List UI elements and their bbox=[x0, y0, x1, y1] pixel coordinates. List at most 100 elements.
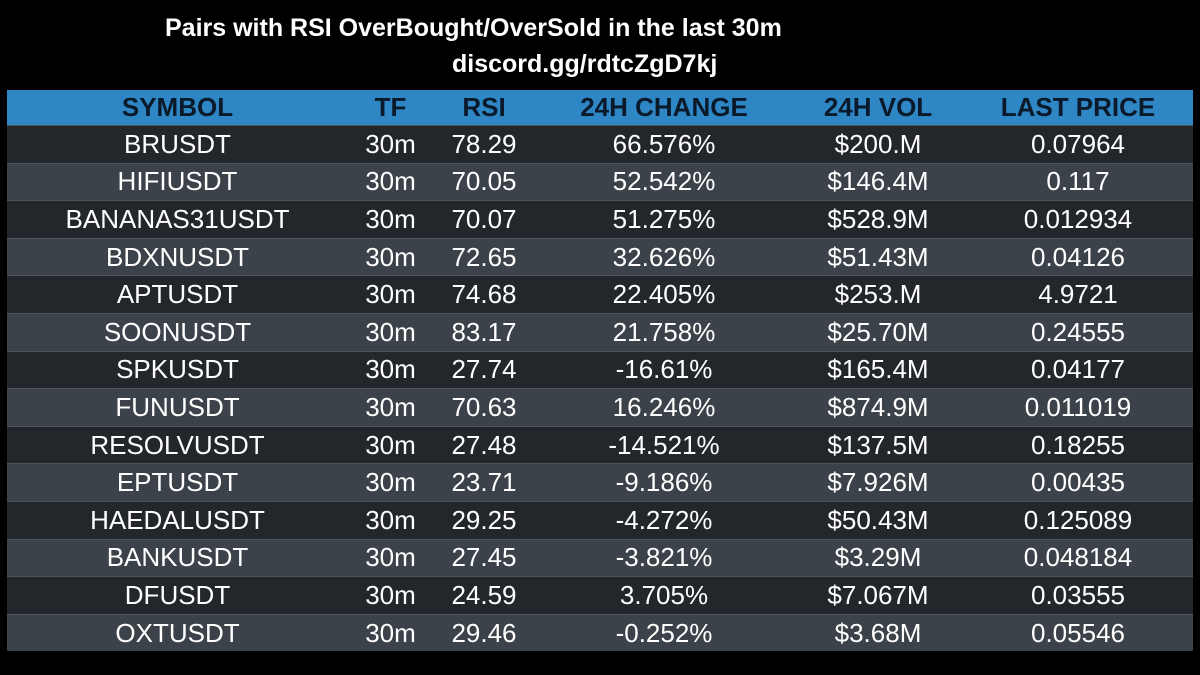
symbol-cell: RESOLVUSDT bbox=[7, 425, 348, 464]
table-row: SPKUSDT 30m 27.74 -16.61% $165.4M 0.04177 bbox=[7, 350, 1193, 389]
volume-cell: $25.70M bbox=[793, 312, 963, 352]
volume-cell: $137.5M bbox=[793, 425, 963, 464]
rsi-cell: 78.29 bbox=[433, 125, 535, 164]
price-cell: 0.24555 bbox=[963, 312, 1193, 352]
rsi-cell: 23.71 bbox=[433, 463, 535, 502]
symbol-cell: APTUSDT bbox=[7, 275, 348, 314]
rsi-cell: 27.74 bbox=[433, 350, 535, 389]
price-cell: 0.03555 bbox=[963, 576, 1193, 615]
change-cell: -0.252% bbox=[535, 613, 793, 652]
column-header-symbol: SYMBOL bbox=[7, 90, 348, 126]
symbol-cell: BANANAS31USDT bbox=[7, 200, 348, 239]
volume-cell: $874.9M bbox=[793, 388, 963, 427]
volume-cell: $7.926M bbox=[793, 463, 963, 502]
change-cell: 22.405% bbox=[535, 275, 793, 314]
table-row: RESOLVUSDT 30m 27.48 -14.521% $137.5M 0.18255 bbox=[7, 425, 1193, 464]
table-row: HAEDALUSDT 30m 29.25 -4.272% $50.43M 0.125089 bbox=[7, 500, 1193, 540]
price-cell: 0.125089 bbox=[963, 500, 1193, 540]
price-cell: 0.048184 bbox=[963, 538, 1193, 577]
volume-cell: $7.067M bbox=[793, 576, 963, 615]
table-header-row: SYMBOL TF RSI 24H CHANGE 24H VOL LAST PR… bbox=[7, 90, 1193, 126]
price-cell: 0.00435 bbox=[963, 463, 1193, 502]
change-cell: 51.275% bbox=[535, 200, 793, 239]
rsi-cell: 83.17 bbox=[433, 312, 535, 352]
symbol-cell: BRUSDT bbox=[7, 125, 348, 164]
table-row: BANANAS31USDT 30m 70.07 51.275% $528.9M 0.012… bbox=[7, 200, 1193, 239]
rsi-cell: 27.48 bbox=[433, 425, 535, 464]
price-cell: 0.04177 bbox=[963, 350, 1193, 389]
rsi-cell: 27.45 bbox=[433, 538, 535, 577]
volume-cell: $528.9M bbox=[793, 200, 963, 239]
change-cell: 66.576% bbox=[535, 125, 793, 164]
change-cell: 21.758% bbox=[535, 312, 793, 352]
symbol-cell: OXTUSDT bbox=[7, 613, 348, 652]
symbol-cell: BDXNUSDT bbox=[7, 237, 348, 276]
price-cell: 0.04126 bbox=[963, 237, 1193, 276]
symbol-cell: HIFIUSDT bbox=[7, 162, 348, 201]
price-cell: 0.117 bbox=[963, 162, 1193, 201]
rsi-table: SYMBOL TF RSI 24H CHANGE 24H VOL LAST PR… bbox=[7, 90, 1193, 652]
price-cell: 0.011019 bbox=[963, 388, 1193, 427]
volume-cell: $3.68M bbox=[793, 613, 963, 652]
tf-cell: 30m bbox=[348, 500, 433, 540]
tf-cell: 30m bbox=[348, 312, 433, 352]
tf-cell: 30m bbox=[348, 576, 433, 615]
tf-cell: 30m bbox=[348, 200, 433, 239]
symbol-cell: FUNUSDT bbox=[7, 388, 348, 427]
table-row: SOONUSDT 30m 83.17 21.758% $25.70M 0.24555 bbox=[7, 312, 1193, 352]
change-cell: -3.821% bbox=[535, 538, 793, 577]
price-cell: 0.18255 bbox=[963, 425, 1193, 464]
rsi-cell: 29.46 bbox=[433, 613, 535, 652]
table-row: OXTUSDT 30m 29.46 -0.252% $3.68M 0.05546 bbox=[7, 613, 1193, 652]
tf-cell: 30m bbox=[348, 162, 433, 201]
symbol-cell: EPTUSDT bbox=[7, 463, 348, 502]
change-cell: 52.542% bbox=[535, 162, 793, 201]
change-cell: 32.626% bbox=[535, 237, 793, 276]
column-header-tf: TF bbox=[348, 90, 433, 126]
tf-cell: 30m bbox=[348, 275, 433, 314]
discord-link: discord.gg/rdtcZgD7kj bbox=[452, 50, 718, 78]
table-row: FUNUSDT 30m 70.63 16.246% $874.9M 0.011019 bbox=[7, 388, 1193, 427]
symbol-cell: SPKUSDT bbox=[7, 350, 348, 389]
table-row: APTUSDT 30m 74.68 22.405% $253.M 4.9721 bbox=[7, 275, 1193, 314]
volume-cell: $200.M bbox=[793, 125, 963, 164]
column-header-last-price: LAST PRICE bbox=[963, 90, 1193, 126]
symbol-cell: DFUSDT bbox=[7, 576, 348, 615]
rsi-cell: 74.68 bbox=[433, 275, 535, 314]
column-header-rsi: RSI bbox=[433, 90, 535, 126]
table-row: BDXNUSDT 30m 72.65 32.626% $51.43M 0.04126 bbox=[7, 237, 1193, 276]
rsi-cell: 72.65 bbox=[433, 237, 535, 276]
rsi-cell: 24.59 bbox=[433, 576, 535, 615]
table-body: BRUSDT 30m 78.29 66.576% $200.M 0.07964 HIFIUS… bbox=[7, 125, 1193, 652]
table-row: EPTUSDT 30m 23.71 -9.186% $7.926M 0.00435 bbox=[7, 463, 1193, 502]
tf-cell: 30m bbox=[348, 425, 433, 464]
volume-cell: $50.43M bbox=[793, 500, 963, 540]
symbol-cell: HAEDALUSDT bbox=[7, 500, 348, 540]
rsi-cell: 70.63 bbox=[433, 388, 535, 427]
tf-cell: 30m bbox=[348, 538, 433, 577]
symbol-cell: BANKUSDT bbox=[7, 538, 348, 577]
tf-cell: 30m bbox=[348, 350, 433, 389]
price-cell: 4.9721 bbox=[963, 275, 1193, 314]
volume-cell: $253.M bbox=[793, 275, 963, 314]
rsi-cell: 70.05 bbox=[433, 162, 535, 201]
change-cell: -14.521% bbox=[535, 425, 793, 464]
volume-cell: $3.29M bbox=[793, 538, 963, 577]
change-cell: -9.186% bbox=[535, 463, 793, 502]
price-cell: 0.05546 bbox=[963, 613, 1193, 652]
volume-cell: $165.4M bbox=[793, 350, 963, 389]
price-cell: 0.07964 bbox=[963, 125, 1193, 164]
tf-cell: 30m bbox=[348, 613, 433, 652]
table-row: DFUSDT 30m 24.59 3.705% $7.067M 0.03555 bbox=[7, 576, 1193, 615]
tf-cell: 30m bbox=[348, 125, 433, 164]
table-row: BANKUSDT 30m 27.45 -3.821% $3.29M 0.048184 bbox=[7, 538, 1193, 577]
rsi-cell: 70.07 bbox=[433, 200, 535, 239]
change-cell: -4.272% bbox=[535, 500, 793, 540]
column-header-24h-change: 24H CHANGE bbox=[535, 90, 793, 126]
rsi-cell: 29.25 bbox=[433, 500, 535, 540]
price-cell: 0.012934 bbox=[963, 200, 1193, 239]
volume-cell: $51.43M bbox=[793, 237, 963, 276]
change-cell: 16.246% bbox=[535, 388, 793, 427]
page-title: Pairs with RSI OverBought/OverSold in th… bbox=[165, 14, 782, 42]
